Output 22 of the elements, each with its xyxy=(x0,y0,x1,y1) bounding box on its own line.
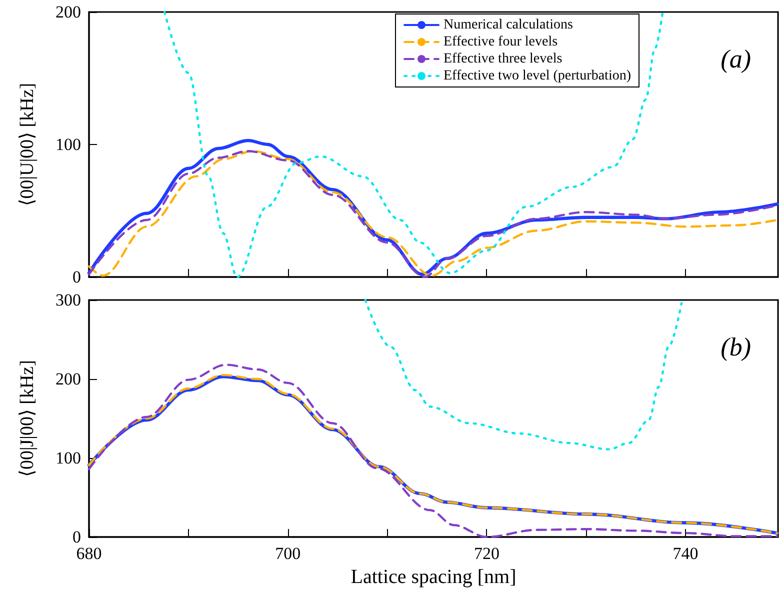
legend-label: Numerical calculations xyxy=(444,18,573,32)
x-tick-label: 700 xyxy=(275,544,301,563)
y-tick-label: 0 xyxy=(72,528,81,546)
y-tick-label: 100 xyxy=(56,448,81,468)
x-tick-label: 680 xyxy=(76,544,102,563)
legend-label: Effective two level (perturbation) xyxy=(444,68,632,84)
y-tick-label: 300 xyxy=(56,290,81,310)
annotation: (a) xyxy=(720,44,752,74)
legend-label: Effective three levels xyxy=(444,52,562,66)
y-tick-label: 100 xyxy=(56,135,81,154)
line-series xyxy=(163,10,664,278)
line-series xyxy=(364,298,683,450)
legend-label: Effective four levels xyxy=(444,34,558,50)
y-axis-title: ⟨00|U|00⟩ [kHz] xyxy=(17,82,38,206)
x-tick-label: 720 xyxy=(474,544,500,563)
y-tick-label: 200 xyxy=(56,370,81,388)
y-tick-label: 200 xyxy=(56,2,81,22)
x-axis-title: Lattice spacing [nm] xyxy=(350,566,516,588)
y-tick-label: 0 xyxy=(72,268,81,286)
annotation: (b) xyxy=(720,332,752,362)
y-axis-title: ⟨00|J|00⟩ [kHz] xyxy=(17,360,38,477)
x-tick-label: 740 xyxy=(672,544,698,563)
